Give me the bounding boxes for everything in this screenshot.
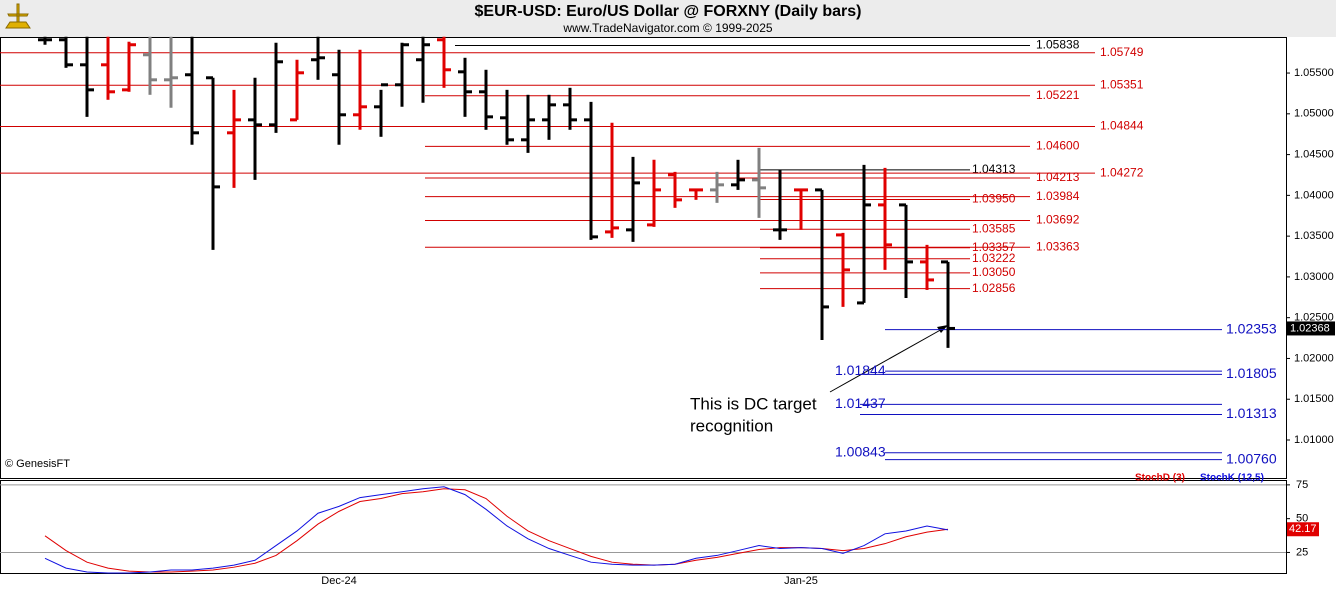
level-label: 1.01844 <box>835 362 886 378</box>
level-label: 1.05221 <box>1036 88 1080 102</box>
level-label: 1.03585 <box>972 221 1016 235</box>
y-tick-label: 1.04500 <box>1294 148 1334 160</box>
level-label: 1.03984 <box>1036 189 1080 203</box>
x-tick-label: Dec-24 <box>321 575 356 587</box>
header-bg <box>0 0 1336 37</box>
y-tick-label: 75 <box>1296 479 1308 491</box>
y-tick-label: 1.03000 <box>1294 271 1334 283</box>
level-label: 1.04313 <box>972 162 1016 176</box>
annotation: recognition <box>690 416 773 435</box>
arrow-head <box>937 325 948 333</box>
level-label: 1.03950 <box>972 192 1016 206</box>
y-tick-label: 1.05500 <box>1294 67 1334 79</box>
level-label: 1.04272 <box>1100 165 1144 179</box>
y-tick-label: 1.04000 <box>1294 189 1334 201</box>
level-label: 1.04844 <box>1100 119 1144 133</box>
y-tick-label: 1.05000 <box>1294 108 1334 120</box>
stoch-line <box>44 486 949 574</box>
price-panel <box>0 37 1287 479</box>
annotation: This is DC target <box>690 394 817 413</box>
level-label: 1.03363 <box>1036 239 1080 253</box>
y-tick-label: 1.01500 <box>1294 393 1334 405</box>
level-label: 1.01313 <box>1226 405 1277 421</box>
level-label: 1.00843 <box>835 444 886 460</box>
last-value-label: 42.17 <box>1289 523 1317 535</box>
level-label: 1.03222 <box>972 251 1016 265</box>
stoch-panel <box>0 480 1287 574</box>
level-label: 1.05838 <box>1036 38 1080 52</box>
level-label: 1.05351 <box>1100 77 1144 91</box>
y-tick-label: 1.02000 <box>1294 352 1334 364</box>
last-price-box <box>1287 321 1335 336</box>
level-label: 1.02856 <box>972 281 1016 295</box>
y-tick-label: 1.03500 <box>1294 230 1334 242</box>
last-price-label: 1.02368 <box>1290 322 1330 334</box>
level-label: 1.01805 <box>1226 365 1277 381</box>
level-label: 1.04600 <box>1036 139 1080 153</box>
level-label: 1.01437 <box>835 395 886 411</box>
last-value-box <box>1287 522 1319 537</box>
legend-entry: StochD (3) <box>1135 473 1185 484</box>
level-label: 1.04213 <box>1036 170 1080 184</box>
level-label: 1.05749 <box>1100 45 1144 59</box>
x-tick-label: Jan-25 <box>784 575 818 587</box>
credit: © GenesisFT <box>5 458 70 470</box>
y-tick-label: 25 <box>1296 546 1308 558</box>
level-label: 1.03692 <box>1036 213 1080 227</box>
logo <box>5 3 31 29</box>
y-tick-label: 1.01000 <box>1294 434 1334 446</box>
subtitle: www.TradeNavigator.com © 1999-2025 <box>562 21 772 35</box>
annotation-arrow <box>829 327 945 393</box>
level-label: 1.02353 <box>1226 320 1277 336</box>
level-label: 1.03357 <box>972 240 1016 254</box>
legend-entry: StochK (12,5) <box>1200 473 1264 484</box>
y-tick-label: 1.02500 <box>1294 312 1334 324</box>
y-tick-label: 50 <box>1296 513 1308 525</box>
level-label: 1.03050 <box>972 265 1016 279</box>
title: $EUR-USD: Euro/US Dollar @ FORXNY (Daily… <box>475 3 862 20</box>
level-label: 1.00760 <box>1226 450 1277 466</box>
